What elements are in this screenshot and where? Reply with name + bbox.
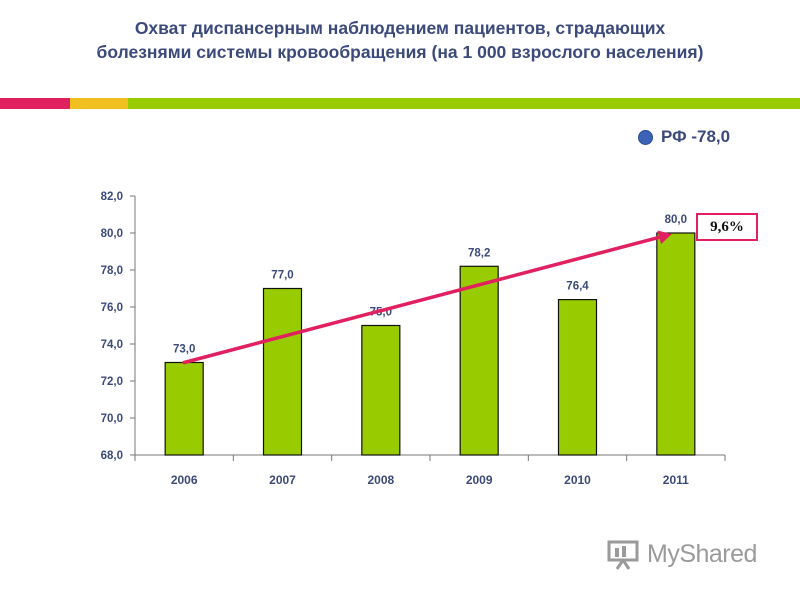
bar — [656, 232, 696, 456]
category-label: 2007 — [269, 473, 296, 487]
y-tick-label: 74,0 — [101, 339, 123, 351]
bar — [361, 324, 401, 456]
data-label: 76,4 — [566, 281, 589, 293]
category-label: 2009 — [466, 473, 493, 487]
data-label: 78,2 — [468, 247, 490, 259]
watermark: MyShared — [607, 538, 757, 570]
bar — [164, 361, 204, 456]
legend-label: РФ -78,0 — [661, 127, 731, 146]
title-line-1: Охват диспансерным наблюдением пациентов… — [134, 18, 666, 38]
y-tick-label: 76,0 — [101, 302, 123, 314]
category-label: 2010 — [564, 473, 591, 487]
chart-title: Охват диспансерным наблюдением пациентов… — [20, 16, 780, 64]
data-label: 80,0 — [665, 214, 687, 226]
data-label: 77,0 — [271, 270, 293, 282]
growth-badge: 9,6% — [696, 213, 758, 241]
stripe-green — [128, 98, 800, 109]
category-label: 2006 — [171, 473, 198, 487]
title-line-2: болезнями системы кровообращения (на 1 0… — [96, 42, 704, 62]
y-tick-label: 78,0 — [101, 265, 123, 277]
y-tick-label: 70,0 — [101, 413, 123, 425]
trend-arrow-head-icon — [657, 230, 672, 245]
stripe-pink — [0, 98, 70, 109]
legend: РФ -78,0 — [638, 126, 730, 148]
presentation-icon — [607, 540, 639, 570]
y-tick-label: 68,0 — [101, 450, 123, 462]
category-label: 2011 — [663, 473, 689, 487]
trend-arrow-line — [182, 235, 662, 365]
bar — [262, 287, 303, 456]
watermark-text: MyShared — [647, 539, 757, 568]
stripe-yellow — [70, 98, 128, 109]
legend-marker-icon — [638, 129, 653, 145]
data-label: 73,0 — [173, 344, 195, 356]
y-tick-label: 82,0 — [101, 191, 123, 203]
y-tick-label: 72,0 — [101, 376, 123, 388]
bar — [459, 265, 499, 456]
bar — [557, 299, 598, 456]
y-tick-label: 80,0 — [101, 228, 123, 240]
category-label: 2008 — [367, 473, 394, 487]
